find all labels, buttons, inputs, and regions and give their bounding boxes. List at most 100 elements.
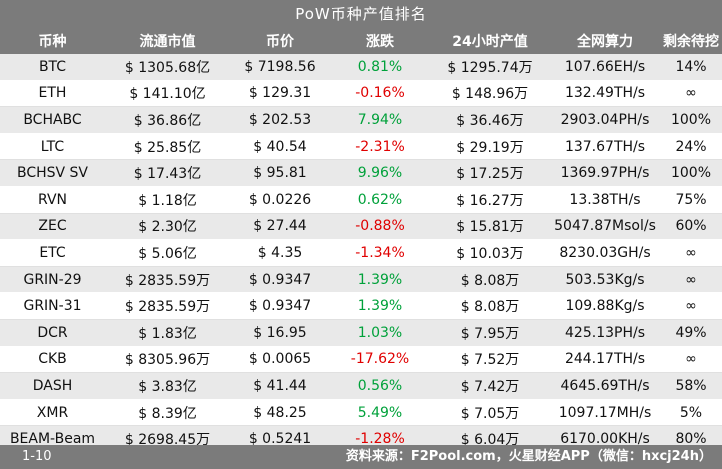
cell-hashrate: 109.88Kg/s: [550, 292, 660, 320]
table-row: GRIN-29 $ 2835.59万 $ 0.9347 1.39% $ 8.08万 503…: [0, 266, 722, 294]
cell-24h-output: $ 15.81万: [430, 213, 550, 241]
cell-price: $ 0.9347: [230, 292, 330, 320]
cell-price: $ 41.44: [230, 372, 330, 400]
cell-hashrate: 5047.87Msol/s: [550, 213, 660, 241]
table-row: CKB $ 8305.96万 $ 0.0065 -17.62% $ 7.52万 244.1…: [0, 346, 722, 374]
cell-24h-output: $ 1295.74万: [430, 54, 550, 81]
cell-change: 1.39%: [330, 266, 430, 294]
cell-remaining: 24%: [660, 133, 722, 161]
cell-change: 1.39%: [330, 292, 430, 320]
cell-change: 1.03%: [330, 319, 430, 347]
cell-price: $ 0.9347: [230, 266, 330, 294]
cell-market-cap: $ 141.10亿: [105, 80, 230, 108]
col-header-change: 涨跌: [330, 28, 430, 54]
cell-remaining: 5%: [660, 399, 722, 427]
cell-change: -1.34%: [330, 239, 430, 267]
cell-market-cap: $ 2.30亿: [105, 213, 230, 241]
cell-coin: XMR: [0, 399, 105, 427]
cell-24h-output: $ 10.03万: [430, 239, 550, 267]
cell-hashrate: 425.13PH/s: [550, 319, 660, 347]
table-row: DASH $ 3.83亿 $ 41.44 0.56% $ 7.42万 4645.69TH/…: [0, 372, 722, 400]
cell-market-cap: $ 3.83亿: [105, 372, 230, 400]
col-header-24h-output: 24小时产值: [430, 28, 550, 54]
cell-market-cap: $ 2835.59万: [105, 266, 230, 294]
cell-hashrate: 1369.97PH/s: [550, 159, 660, 187]
cell-hashrate: 107.66EH/s: [550, 54, 660, 81]
cell-hashrate: 244.17TH/s: [550, 346, 660, 374]
table-row: GRIN-31 $ 2835.59万 $ 0.9347 1.39% $ 8.08万 109…: [0, 292, 722, 320]
cell-coin: RVN: [0, 186, 105, 214]
table-title: PoW币种产值排名: [0, 0, 722, 28]
cell-coin: BTC: [0, 54, 105, 81]
table-row: ETC $ 5.06亿 $ 4.35 -1.34% $ 10.03万 8230.03GH/…: [0, 239, 722, 267]
cell-24h-output: $ 36.46万: [430, 106, 550, 134]
cell-price: $ 202.53: [230, 106, 330, 134]
cell-price: $ 0.0226: [230, 186, 330, 214]
cell-price: $ 0.0065: [230, 346, 330, 374]
cell-change: -0.16%: [330, 80, 430, 108]
cell-24h-output: $ 17.25万: [430, 159, 550, 187]
cell-24h-output: $ 7.05万: [430, 399, 550, 427]
cell-hashrate: 132.49TH/s: [550, 80, 660, 108]
cell-remaining: ∞: [660, 80, 722, 108]
table-row: ZEC $ 2.30亿 $ 27.44 -0.88% $ 15.81万 5047.87Ms…: [0, 213, 722, 241]
cell-coin: GRIN-29: [0, 266, 105, 294]
cell-hashrate: 4645.69TH/s: [550, 372, 660, 400]
cell-hashrate: 137.67TH/s: [550, 133, 660, 161]
cell-market-cap: $ 1305.68亿: [105, 54, 230, 81]
cell-coin: ETH: [0, 80, 105, 108]
cell-price: $ 48.25: [230, 399, 330, 427]
col-header-price: 币价: [230, 28, 330, 54]
header-row: 币种 流通市值 币价 涨跌 24小时产值 全网算力 剩余待挖: [0, 28, 722, 54]
col-header-coin: 币种: [0, 28, 105, 54]
source-note: 资料来源：F2Pool.com，火星财经APP（微信：hxcj24h）: [345, 449, 712, 464]
cell-remaining: ∞: [660, 346, 722, 374]
table-row: DCR $ 1.83亿 $ 16.95 1.03% $ 7.95万 425.13PH/s 4…: [0, 319, 722, 347]
cell-24h-output: $ 148.96万: [430, 80, 550, 108]
cell-change: 0.62%: [330, 186, 430, 214]
cell-remaining: 100%: [660, 106, 722, 134]
cell-price: $ 27.44: [230, 213, 330, 241]
cell-market-cap: $ 2835.59万: [105, 292, 230, 320]
cell-market-cap: $ 8.39亿: [105, 399, 230, 427]
cell-coin: CKB: [0, 346, 105, 374]
col-header-remaining: 剩余待挖: [660, 28, 722, 54]
cell-remaining: 60%: [660, 213, 722, 241]
table-row: XMR $ 8.39亿 $ 48.25 5.49% $ 7.05万 1097.17MH/s…: [0, 399, 722, 427]
cell-coin: GRIN-31: [0, 292, 105, 320]
cell-change: -2.31%: [330, 133, 430, 161]
cell-price: $ 129.31: [230, 80, 330, 108]
cell-remaining: 58%: [660, 372, 722, 400]
cell-hashrate: 8230.03GH/s: [550, 239, 660, 267]
table-body: BTC $ 1305.68亿 $ 7198.56 0.81% $ 1295.74万 107…: [0, 54, 722, 453]
cell-coin: BCHSV SV: [0, 159, 105, 187]
cell-remaining: 75%: [660, 186, 722, 214]
cell-remaining: ∞: [660, 292, 722, 320]
cell-coin: BCHABC: [0, 106, 105, 134]
cell-coin: ETC: [0, 239, 105, 267]
cell-market-cap: $ 8305.96万: [105, 346, 230, 374]
cell-market-cap: $ 17.43亿: [105, 159, 230, 187]
cell-price: $ 4.35: [230, 239, 330, 267]
cell-change: -17.62%: [330, 346, 430, 374]
table-row: LTC $ 25.85亿 $ 40.54 -2.31% $ 29.19万 137.67TH…: [0, 133, 722, 161]
cell-24h-output: $ 16.27万: [430, 186, 550, 214]
cell-change: 0.81%: [330, 54, 430, 81]
cell-hashrate: 1097.17MH/s: [550, 399, 660, 427]
cell-hashrate: 503.53Kg/s: [550, 266, 660, 294]
cell-coin: ZEC: [0, 213, 105, 241]
cell-change: 5.49%: [330, 399, 430, 427]
cell-hashrate: 2903.04PH/s: [550, 106, 660, 134]
cell-remaining: ∞: [660, 239, 722, 267]
cell-price: $ 7198.56: [230, 54, 330, 81]
cell-market-cap: $ 1.83亿: [105, 319, 230, 347]
cell-24h-output: $ 8.08万: [430, 266, 550, 294]
cell-market-cap: $ 5.06亿: [105, 239, 230, 267]
table-row: BCHABC $ 36.86亿 $ 202.53 7.94% $ 36.46万 2903.…: [0, 106, 722, 134]
page-indicator: 1-10: [22, 449, 52, 464]
cell-change: 0.56%: [330, 372, 430, 400]
cell-coin: DASH: [0, 372, 105, 400]
cell-remaining: 14%: [660, 54, 722, 81]
cell-change: 9.96%: [330, 159, 430, 187]
col-header-hashrate: 全网算力: [550, 28, 660, 54]
